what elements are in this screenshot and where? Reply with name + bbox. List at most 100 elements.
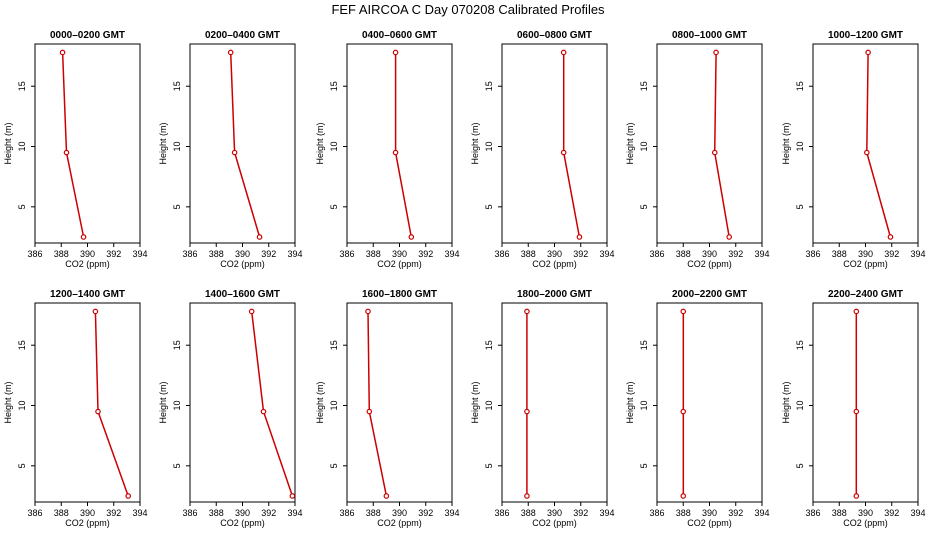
data-point <box>680 308 687 315</box>
y-tick-label: 15 <box>795 340 805 350</box>
x-tick-label: 388 <box>209 508 224 518</box>
panel-6: 1000–1200 GMT 386 388 390 392 394 5 10 15 CO2 (pp… <box>781 30 926 269</box>
x-tick-label: 390 <box>547 508 562 518</box>
data-point <box>366 408 373 415</box>
x-tick-label: 394 <box>599 249 614 259</box>
y-tick-label: 10 <box>484 142 494 152</box>
x-tick-label: 394 <box>444 508 459 518</box>
y-tick-label: 10 <box>484 401 494 411</box>
y-tick-label: 10 <box>639 142 649 152</box>
panel-title: 2000–2200 GMT <box>672 289 747 300</box>
y-tick-label: 10 <box>329 142 339 152</box>
panel-11: 2000–2200 GMT 386 388 390 392 394 5 10 15 CO2 (pp… <box>625 289 770 528</box>
data-point <box>853 308 860 315</box>
profile-line <box>562 52 581 238</box>
profile-line <box>713 52 730 238</box>
x-tick-label: 394 <box>444 249 459 259</box>
x-tick-label: 392 <box>261 508 276 518</box>
y-tick-label: 5 <box>17 204 27 209</box>
x-tick-label: 392 <box>884 249 899 259</box>
y-tick-label: 5 <box>639 204 649 209</box>
x-axis-label: CO2 (ppm) <box>843 259 888 269</box>
x-tick-label: 394 <box>754 249 769 259</box>
panel-10: 1800–2000 GMT 386 388 390 392 394 5 10 15 CO2 (pp… <box>470 289 615 528</box>
x-tick-label: 388 <box>676 249 691 259</box>
y-tick-label: 15 <box>484 340 494 350</box>
panel-title: 0200–0400 GMT <box>205 30 280 41</box>
x-tick-label: 394 <box>910 249 925 259</box>
y-tick-label: 10 <box>329 401 339 411</box>
plot-frame <box>812 302 919 503</box>
x-tick-label: 386 <box>649 249 664 259</box>
data-point <box>865 49 871 56</box>
data-point <box>560 49 567 56</box>
y-tick-label: 10 <box>172 401 182 411</box>
data-point <box>524 493 530 499</box>
profile-line <box>250 311 294 497</box>
x-tick-label: 390 <box>235 508 250 518</box>
x-tick-label: 386 <box>182 508 197 518</box>
x-tick-label: 388 <box>832 249 847 259</box>
panel-5: 0800–1000 GMT 386 388 390 392 394 5 10 15 CO2 (pp… <box>625 30 770 269</box>
panel-title: 0600–0800 GMT <box>517 30 592 41</box>
y-tick-label: 5 <box>484 204 494 209</box>
x-axis-label: CO2 (ppm) <box>220 259 265 269</box>
y-tick-label: 15 <box>484 81 494 91</box>
y-tick-label: 5 <box>639 463 649 468</box>
data-point <box>524 408 530 415</box>
data-point <box>59 49 66 56</box>
data-point <box>289 493 296 499</box>
data-point <box>524 308 530 315</box>
x-tick-label: 392 <box>106 508 121 518</box>
x-tick-label: 388 <box>676 508 691 518</box>
plot-frame <box>34 302 141 503</box>
y-axis-label: Height (m) <box>158 381 168 423</box>
y-axis-label: Height (m) <box>625 122 635 164</box>
panel-title: 1200–1400 GMT <box>50 289 125 300</box>
data-point <box>853 493 860 499</box>
y-tick-label: 15 <box>795 81 805 91</box>
x-tick-label: 386 <box>339 249 354 259</box>
x-tick-label: 392 <box>728 249 743 259</box>
x-tick-label: 392 <box>884 508 899 518</box>
data-point <box>63 149 70 156</box>
x-tick-label: 388 <box>209 249 224 259</box>
plot-frame <box>501 43 608 244</box>
y-axis-label: Height (m) <box>3 381 13 423</box>
x-tick-label: 388 <box>521 249 536 259</box>
x-tick-label: 392 <box>418 249 433 259</box>
x-tick-label: 390 <box>858 249 873 259</box>
y-axis-label: Height (m) <box>470 381 480 423</box>
data-point <box>392 49 399 56</box>
y-tick-label: 5 <box>329 463 339 468</box>
x-tick-label: 390 <box>702 508 717 518</box>
y-axis-label: Height (m) <box>781 122 791 164</box>
panel-title: 0000–0200 GMT <box>50 30 125 41</box>
plot-frame <box>346 43 453 244</box>
panel-12: 2200–2400 GMT 386 388 390 392 394 5 10 15 CO2 (pp… <box>781 289 926 528</box>
x-tick-label: 390 <box>392 508 407 518</box>
y-tick-label: 5 <box>484 463 494 468</box>
x-tick-label: 392 <box>573 249 588 259</box>
x-tick-label: 392 <box>728 508 743 518</box>
data-point <box>864 149 870 156</box>
y-tick-label: 15 <box>329 81 339 91</box>
data-point <box>853 408 860 415</box>
y-tick-label: 5 <box>329 204 339 209</box>
x-tick-label: 386 <box>27 249 42 259</box>
x-tick-label: 394 <box>132 249 147 259</box>
profile-line <box>394 52 413 238</box>
x-tick-label: 390 <box>80 508 95 518</box>
data-point <box>231 149 238 156</box>
y-tick-label: 15 <box>639 81 649 91</box>
data-point <box>713 49 719 56</box>
panel-8: 1400–1600 GMT 386 388 390 392 394 5 10 15 CO2 (pp… <box>158 289 303 528</box>
plot-frame <box>189 302 296 503</box>
y-tick-label: 10 <box>17 401 27 411</box>
x-tick-label: 392 <box>418 508 433 518</box>
plot-frame <box>346 302 453 503</box>
y-tick-label: 5 <box>172 204 182 209</box>
x-tick-label: 386 <box>494 508 509 518</box>
profile-line <box>229 52 261 238</box>
y-tick-label: 15 <box>172 81 182 91</box>
